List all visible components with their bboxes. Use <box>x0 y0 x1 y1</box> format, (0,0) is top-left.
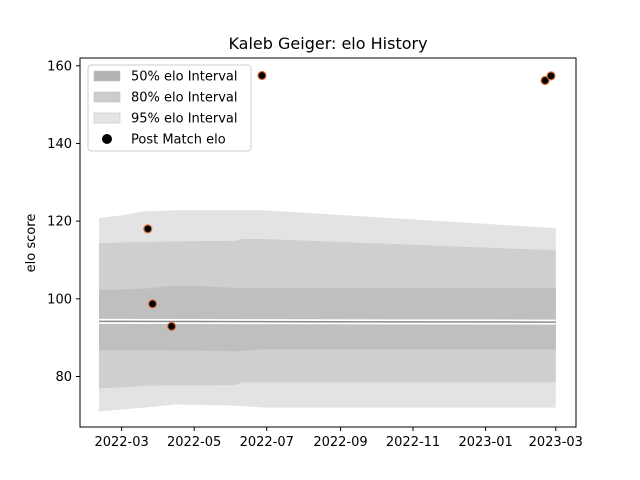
legend-label: 95% elo Interval <box>131 112 238 127</box>
y-tick-label: 80 <box>55 370 72 385</box>
x-tick-label: 2022-09 <box>313 435 367 450</box>
plot-frame <box>79 57 577 428</box>
post-match-point <box>546 71 556 81</box>
legend-label: Post Match elo <box>131 133 226 148</box>
legend-label: 80% elo Interval <box>131 91 238 106</box>
legend-marker <box>102 134 112 144</box>
x-tick-label: 2022-03 <box>94 435 148 450</box>
x-tick-label: 2023-01 <box>458 435 512 450</box>
post-match-points <box>143 70 556 331</box>
median-line-group <box>99 318 556 325</box>
y-tick-label: 120 <box>47 215 72 230</box>
legend-swatch <box>93 91 121 103</box>
y-tick-label: 140 <box>47 137 72 152</box>
legend-swatch <box>93 112 121 124</box>
x-tick-label: 2022-07 <box>240 435 294 450</box>
legend-box <box>87 64 252 152</box>
median-line <box>99 320 556 323</box>
x-tick-label: 2023-03 <box>529 435 583 450</box>
post-match-point <box>147 299 158 309</box>
legend-swatch <box>93 70 121 82</box>
y-tick-label: 160 <box>47 59 72 74</box>
post-match-point <box>143 224 153 234</box>
x-tick-label: 2022-05 <box>167 435 221 450</box>
post-match-point <box>257 70 267 81</box>
interval-bands <box>99 210 556 412</box>
y-tick-label: 100 <box>47 292 72 307</box>
chart-title: Kaleb Geiger: elo History <box>228 34 427 53</box>
legend-label: 50% elo Interval <box>131 70 238 85</box>
x-axis-ticks: 2022-03 2022-05 2022-07 2022-09 2022-11 2023-… <box>94 427 583 450</box>
legend: 50% elo Interval 80% elo Interval 95% elo … <box>87 64 252 152</box>
post-match-point <box>540 75 550 86</box>
post-match-point <box>166 321 177 331</box>
y-axis-label: elo score <box>24 214 39 273</box>
band-2 <box>99 286 556 352</box>
x-tick-label: 2022-11 <box>386 435 440 450</box>
y-axis-ticks: 80 100 120 140 160 <box>47 59 80 385</box>
